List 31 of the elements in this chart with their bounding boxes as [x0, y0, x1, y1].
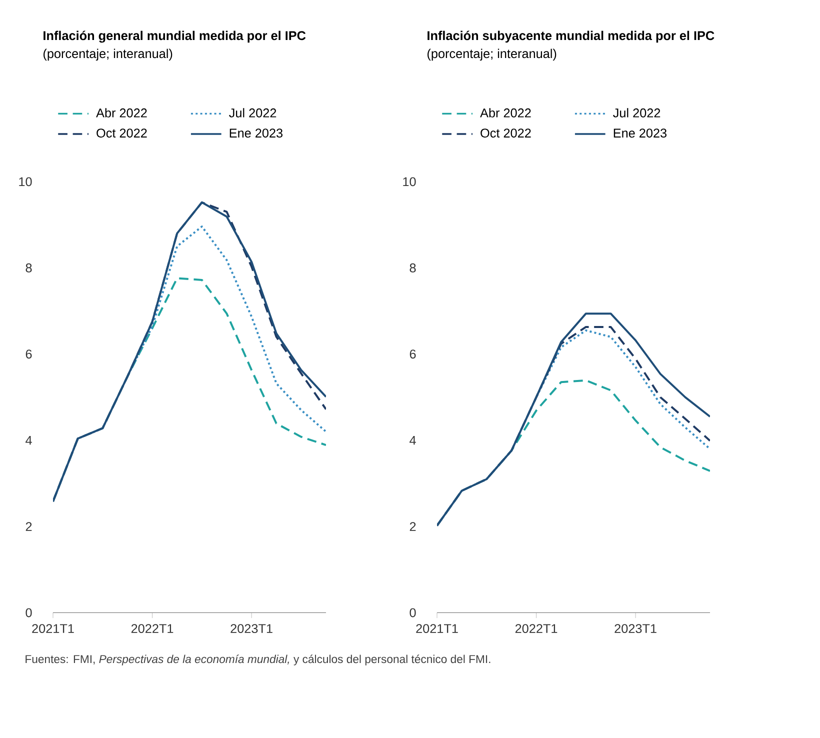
x-tick-label: 2023T1	[614, 624, 656, 634]
legend-label: Abr 2022	[96, 108, 147, 118]
x-tick-label: 2021T1	[416, 624, 458, 634]
x-tick-label: 2021T1	[32, 624, 74, 634]
y-tick-label: 10	[19, 177, 32, 186]
y-tick-label: 0	[26, 608, 32, 618]
y-tick-label: 4	[26, 436, 32, 445]
legend-label: Abr 2022	[480, 108, 531, 118]
y-tick-label: 8	[410, 263, 416, 272]
legend-label: Ene 2023	[614, 128, 667, 138]
source-note: Fuentes: FMI, Perspectivas de la economía mundial, y cálculos del personal técnico del FMI.	[26, 654, 490, 666]
chart-subtitle: (porcentaje; interanual)	[44, 48, 172, 61]
y-tick-label: 10	[403, 177, 416, 186]
chart-title: Inflación general mundial medida por el IPC	[44, 30, 306, 43]
y-tick-label: 4	[410, 436, 416, 445]
chart-title: Inflación subyacente mundial medida por el IPC	[428, 30, 714, 43]
legend-label: Jul 2022	[229, 108, 276, 118]
y-tick-label: 0	[410, 608, 416, 618]
y-tick-label: 6	[410, 350, 416, 359]
y-tick-label: 8	[26, 263, 32, 272]
y-tick-label: 6	[26, 350, 32, 359]
legend-label: Ene 2023	[230, 128, 282, 138]
x-tick-label: 2023T1	[230, 624, 272, 634]
legend-label: Oct 2022	[96, 128, 147, 138]
y-tick-label: 2	[410, 522, 416, 531]
y-tick-label: 2	[26, 522, 32, 531]
chart-subtitle: (porcentaje; interanual)	[428, 48, 556, 61]
x-tick-label: 2022T1	[515, 624, 558, 634]
x-tick-label: 2022T1	[131, 624, 174, 634]
legend-label: Jul 2022	[613, 108, 660, 118]
legend-label: Oct 2022	[480, 128, 531, 138]
